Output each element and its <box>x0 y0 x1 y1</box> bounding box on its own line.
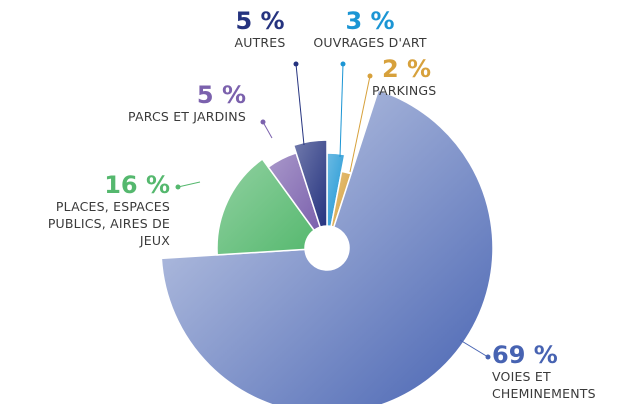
label-group: 5 % PARCS ET JARDINS <box>80 82 246 125</box>
category-label: PARKINGS <box>372 83 437 98</box>
label-group: 16 % PLACES, ESPACES PUBLICS, AIRES DE JE… <box>10 172 170 249</box>
leaders <box>177 63 489 358</box>
leader <box>262 121 273 139</box>
leader <box>339 63 344 158</box>
label-group: 69 % VOIES ET CHEMINEMENTS <box>492 342 622 402</box>
dot <box>367 73 373 79</box>
label-group: 5 % AUTRES <box>210 8 310 51</box>
slice <box>216 157 316 256</box>
slice <box>160 89 494 404</box>
dot <box>340 61 346 67</box>
value-label: 16 % <box>104 171 170 199</box>
category-label: PLACES, ESPACES PUBLICS, AIRES DE JEUX <box>47 199 170 248</box>
dot <box>485 354 491 360</box>
slice <box>292 139 328 229</box>
category-label: PARCS ET JARDINS <box>128 109 246 124</box>
category-label: AUTRES <box>234 35 286 50</box>
category-label: OUVRAGES D'ART <box>313 35 427 50</box>
leader-dots <box>175 61 491 360</box>
leader <box>295 63 305 146</box>
value-label: 5 % <box>196 81 246 109</box>
value-label: 3 % <box>345 7 395 35</box>
dot <box>293 61 299 67</box>
value-label: 69 % <box>492 341 558 369</box>
dot <box>175 184 181 190</box>
label-group: 2 % PARKINGS <box>372 56 472 99</box>
label-group: 3 % OUVRAGES D'ART <box>305 8 435 51</box>
category-label: VOIES ET CHEMINEMENTS <box>492 369 596 401</box>
leader <box>177 181 201 188</box>
dot <box>260 119 266 125</box>
leader <box>459 339 489 358</box>
leader <box>349 75 371 173</box>
value-label: 5 % <box>235 7 285 35</box>
value-label: 2 % <box>382 55 432 83</box>
